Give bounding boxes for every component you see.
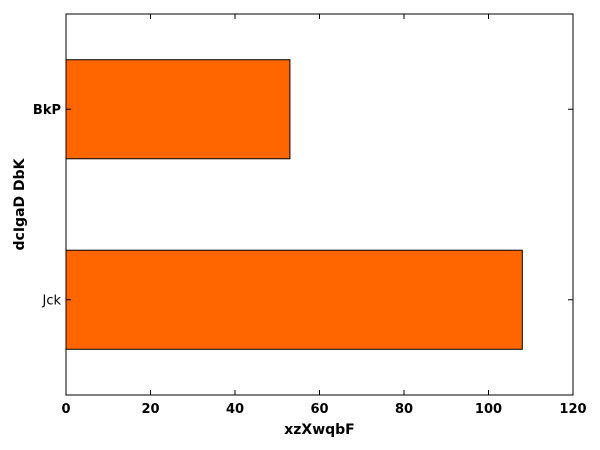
- y-tick-label-jck: Jck: [41, 293, 61, 308]
- x-axis-title: xzXwqbF: [284, 422, 355, 438]
- y-axis-title: dcIgaD DbK: [12, 157, 28, 250]
- x-tick-label-0: 0: [61, 402, 70, 417]
- x-tick-label-80: 80: [395, 402, 413, 417]
- plot-frame: [65, 13, 574, 396]
- bars-group: [65, 59, 523, 350]
- x-tick-label-60: 60: [310, 402, 328, 417]
- x-tick-label-20: 20: [141, 402, 159, 417]
- x-tick-label-120: 120: [559, 402, 586, 417]
- bar-bkp: [65, 59, 291, 160]
- y-tick-label-bkp: BkP: [33, 103, 61, 118]
- bar-jck: [65, 249, 523, 350]
- x-tick-label-40: 40: [226, 402, 244, 417]
- ticks-group: Jck BkP 0 20 40 60 80 100 120: [33, 14, 587, 417]
- x-tick-label-100: 100: [475, 402, 502, 417]
